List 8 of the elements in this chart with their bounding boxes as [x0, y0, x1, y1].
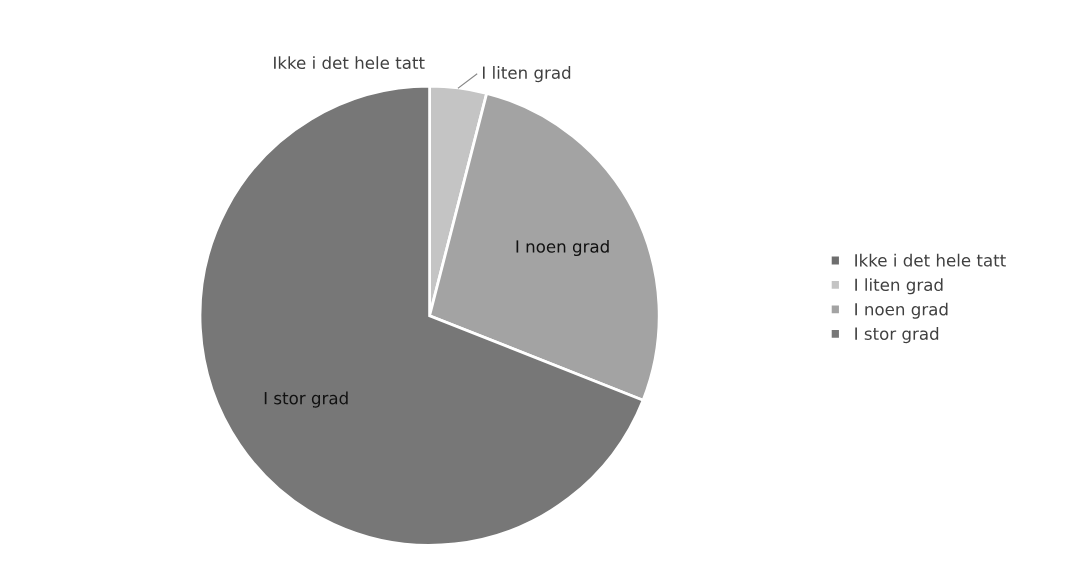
legend-label: I stor grad	[855, 327, 939, 344]
slice-label: I noen grad	[516, 239, 609, 257]
legend-label: I liten grad	[855, 278, 943, 295]
legend-label: Ikke i det hele tatt	[855, 253, 1006, 267]
slice-label: I stor grad	[264, 391, 348, 408]
slice-label: I liten grad	[482, 66, 571, 83]
category-label: Ikke i det hele tatt	[274, 56, 425, 70]
legend-label: I noen grad	[855, 302, 948, 319]
